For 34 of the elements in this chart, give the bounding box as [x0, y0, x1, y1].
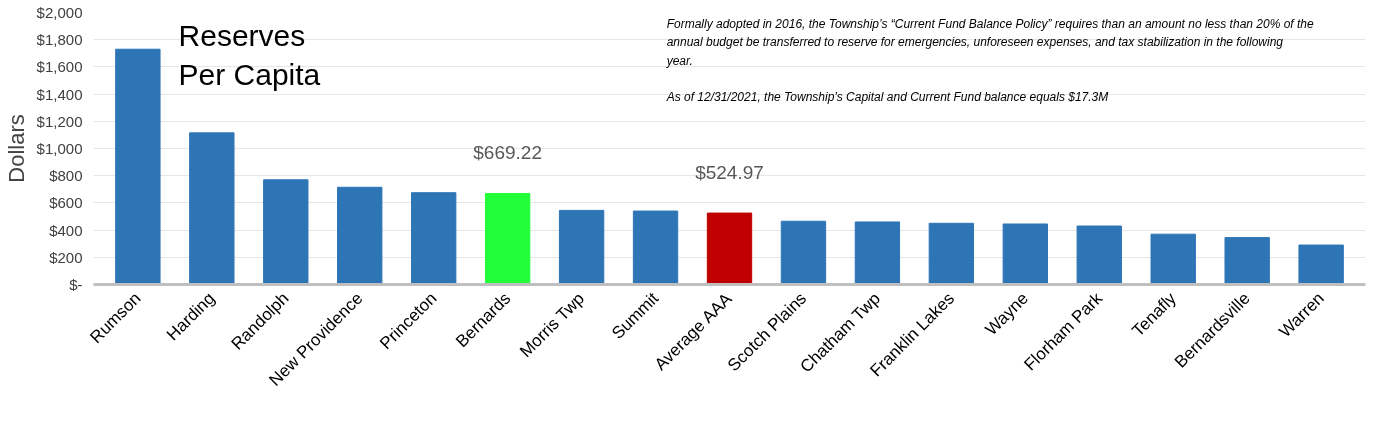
- y-tick-label: $600: [49, 194, 83, 212]
- bar: [1150, 233, 1196, 285]
- bar: [854, 221, 901, 285]
- bar: [780, 220, 827, 285]
- y-tick-label: $1,000: [36, 140, 83, 157]
- y-tick-label: $200: [49, 248, 83, 266]
- bar: [189, 132, 235, 285]
- data-label: $669.22: [473, 142, 542, 164]
- y-tick-label: $1,200: [36, 112, 83, 130]
- bar: [263, 179, 309, 285]
- bar: [558, 209, 605, 285]
- bar: [928, 222, 975, 285]
- bar: [484, 192, 531, 285]
- bar: [1002, 223, 1048, 285]
- y-tick-label: $800: [49, 167, 83, 185]
- y-tick-label: $400: [49, 221, 83, 239]
- text: Reserves Per Capita: [178, 18, 321, 92]
- data-label: $524.97: [695, 162, 764, 184]
- annotation: Formally adopted in 2016, the Township’s “Current Fund Balance Policy” requires than an amount no less than 20% of the annual budget be transferred to reserve for emergencies, unforeseen expenses, and tax stabilization in the following year.: [665, 16, 1315, 69]
- y-axis-title: Dollars: [3, 114, 29, 183]
- y-tick-label: $-: [69, 276, 83, 293]
- annotation: As of 12/31/2021, the Township’s Capital and Current Fund balance equals $17.3M: [665, 89, 1109, 104]
- bar: [706, 212, 753, 285]
- bar: [337, 186, 383, 285]
- bar: [115, 48, 161, 285]
- bar: [1076, 225, 1122, 285]
- y-tick-label: $2,000: [36, 4, 83, 21]
- bar: [632, 210, 679, 285]
- bar: [411, 192, 457, 285]
- y-tick-label: $1,600: [36, 58, 83, 76]
- y-tick-label: $1,400: [36, 85, 83, 103]
- bar: [1224, 237, 1270, 285]
- y-tick-label: $1,800: [36, 31, 83, 49]
- bar: [1298, 244, 1344, 285]
